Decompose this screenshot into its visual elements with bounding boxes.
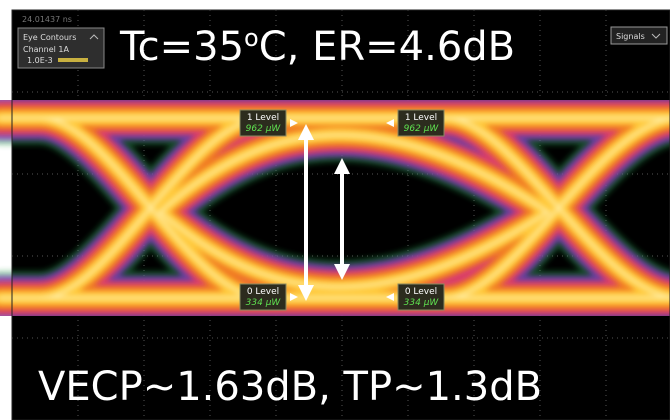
level-swatch — [58, 58, 88, 62]
body: 24.01437 ns Eye Contours Channel 1A 1.0E… — [0, 0, 670, 420]
marker-value: 334 μW — [404, 298, 440, 308]
page: Eye diagram {"header": {"timestamp": "24… — [0, 0, 670, 420]
condition-text: Tc=35oC, ER=4.6dB — [119, 24, 515, 70]
marker-label: 1 Level — [405, 113, 437, 123]
marker-label: 0 Level — [247, 287, 279, 297]
scope-screen: 24.01437 ns Eye Contours Channel 1A 1.0E… — [0, 0, 670, 420]
signals-label: Signals — [616, 32, 645, 41]
panel-title: Eye Contours — [23, 33, 76, 42]
marker-label: 0 Level — [405, 287, 437, 297]
condition-suffix: C, ER=4.6dB — [259, 24, 515, 70]
eye-contours-panel[interactable]: Eye Contours Channel 1A 1.0E-3 — [18, 28, 104, 68]
condition-prefix: Tc=35 — [119, 24, 244, 70]
marker-value: 334 μW — [246, 298, 282, 308]
metrics-text: VECP~1.63dB, TP~1.3dB — [38, 364, 542, 410]
marker-label: 1 Level — [247, 113, 279, 123]
condition-superscript: o — [244, 24, 259, 52]
timestamp: 24.01437 ns — [22, 15, 72, 24]
panel-level: 1.0E-3 — [27, 56, 53, 65]
signals-button[interactable]: Signals — [611, 27, 667, 44]
marker-value: 962 μW — [246, 124, 282, 134]
panel-channel: Channel 1A — [23, 45, 69, 54]
marker-value: 962 μW — [404, 124, 440, 134]
